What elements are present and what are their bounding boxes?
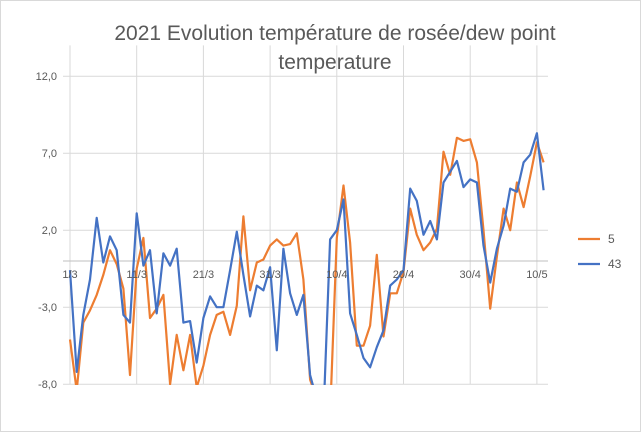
x-tick-label: 20/4 <box>393 269 414 281</box>
y-tick-label: 7,0 <box>42 148 57 160</box>
y-tick-label: -8,0 <box>38 379 57 391</box>
y-tick-label: 12,0 <box>36 71 57 83</box>
series-line-43 <box>68 132 545 385</box>
y-tick-label: -3,0 <box>38 302 57 314</box>
x-tick-label: 10/5 <box>526 269 547 281</box>
x-tick-label: 11/3 <box>126 269 147 281</box>
x-tick-label: 1/3 <box>62 269 77 281</box>
chart-title-line-1: 2021 Evolution température de rosée/dew … <box>114 22 555 45</box>
legend-label: 5 <box>608 232 615 246</box>
x-tick-label: 21/3 <box>193 269 214 281</box>
y-tick-label: 2,0 <box>42 225 57 237</box>
chart-title-line-2: temperature <box>278 51 391 74</box>
legend-label: 43 <box>608 257 622 271</box>
x-tick-label: 30/4 <box>459 269 480 281</box>
x-tick-label: 31/3 <box>259 269 280 281</box>
x-tick-label: 10/4 <box>326 269 347 281</box>
